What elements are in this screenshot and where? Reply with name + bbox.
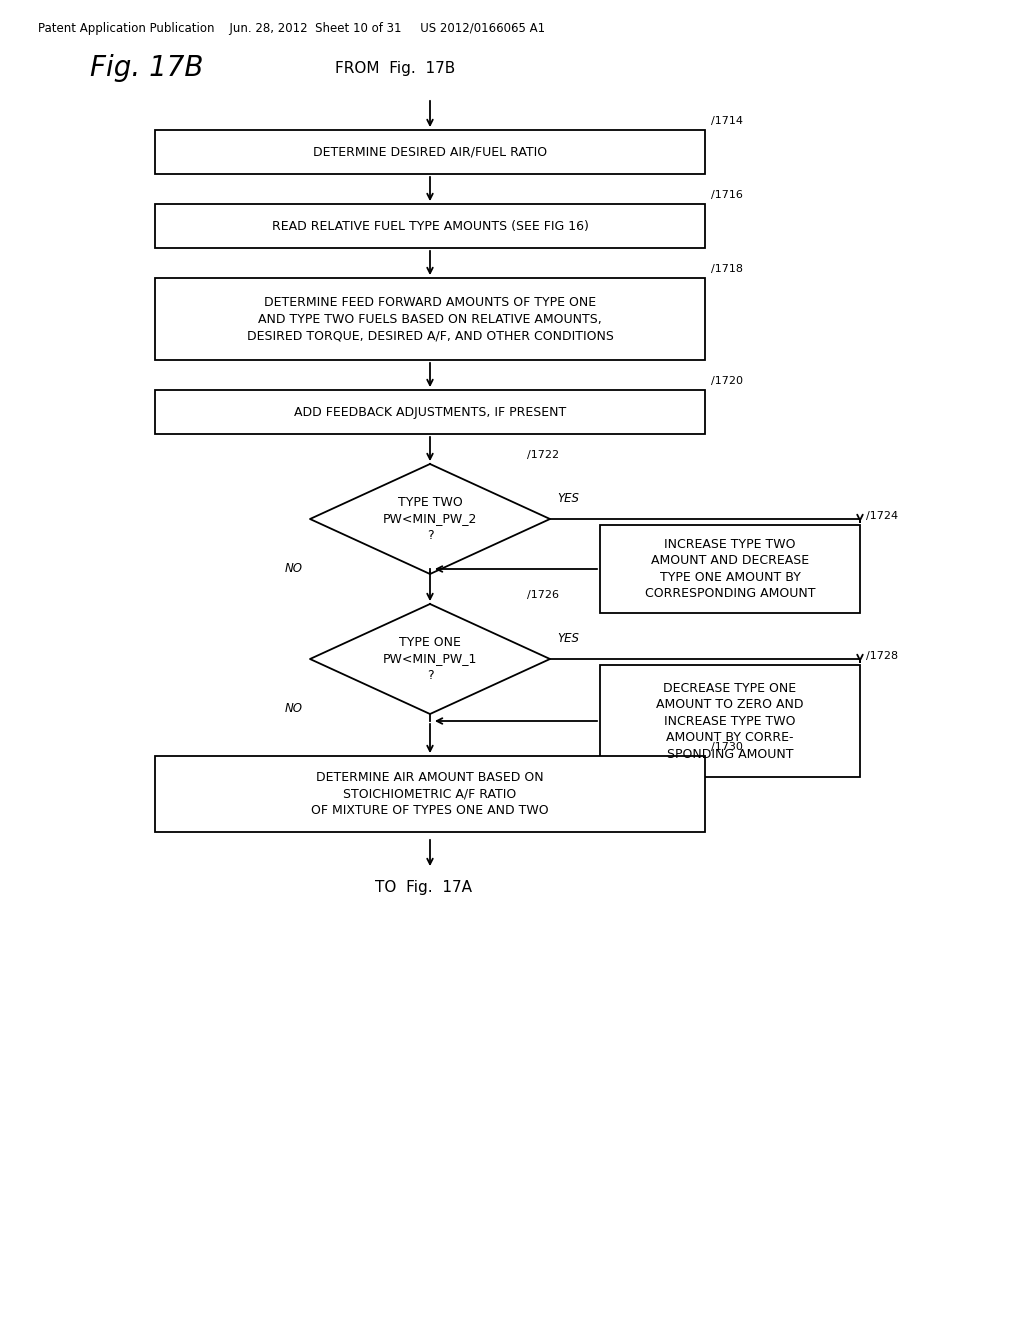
Bar bbox=[155, 756, 705, 832]
Text: FROM  Fig.  17B: FROM Fig. 17B bbox=[335, 61, 456, 75]
Text: TYPE TWO
PW<MIN_PW_2
?: TYPE TWO PW<MIN_PW_2 ? bbox=[383, 496, 477, 543]
Text: ∕1728: ∕1728 bbox=[866, 651, 898, 661]
Text: DECREASE TYPE ONE
AMOUNT TO ZERO AND
INCREASE TYPE TWO
AMOUNT BY CORRE-
SPONDING: DECREASE TYPE ONE AMOUNT TO ZERO AND INC… bbox=[656, 681, 804, 760]
Text: Patent Application Publication    Jun. 28, 2012  Sheet 10 of 31     US 2012/0166: Patent Application Publication Jun. 28, … bbox=[38, 22, 545, 36]
Text: YES: YES bbox=[557, 632, 579, 645]
Bar bbox=[600, 525, 860, 612]
Text: ∕1724: ∕1724 bbox=[866, 511, 898, 521]
Bar bbox=[600, 665, 860, 777]
Bar bbox=[155, 205, 705, 248]
Bar bbox=[155, 279, 705, 360]
Text: DETERMINE FEED FORWARD AMOUNTS OF TYPE ONE
AND TYPE TWO FUELS BASED ON RELATIVE : DETERMINE FEED FORWARD AMOUNTS OF TYPE O… bbox=[247, 296, 613, 342]
Text: NO: NO bbox=[285, 702, 303, 715]
Polygon shape bbox=[310, 465, 550, 574]
Text: DETERMINE DESIRED AIR/FUEL RATIO: DETERMINE DESIRED AIR/FUEL RATIO bbox=[313, 145, 547, 158]
Text: Fig. 17B: Fig. 17B bbox=[90, 54, 204, 82]
Text: TYPE ONE
PW<MIN_PW_1
?: TYPE ONE PW<MIN_PW_1 ? bbox=[383, 636, 477, 682]
Bar bbox=[155, 129, 705, 174]
Polygon shape bbox=[310, 605, 550, 714]
Text: ∕1720: ∕1720 bbox=[711, 376, 743, 385]
Text: ∕1718: ∕1718 bbox=[711, 264, 743, 275]
Text: READ RELATIVE FUEL TYPE AMOUNTS (SEE FIG 16): READ RELATIVE FUEL TYPE AMOUNTS (SEE FIG… bbox=[271, 219, 589, 232]
Text: DETERMINE AIR AMOUNT BASED ON
STOICHIOMETRIC A/F RATIO
OF MIXTURE OF TYPES ONE A: DETERMINE AIR AMOUNT BASED ON STOICHIOME… bbox=[311, 771, 549, 817]
Bar bbox=[155, 389, 705, 434]
Text: ∕1716: ∕1716 bbox=[711, 190, 742, 201]
Text: YES: YES bbox=[557, 492, 579, 506]
Text: INCREASE TYPE TWO
AMOUNT AND DECREASE
TYPE ONE AMOUNT BY
CORRESPONDING AMOUNT: INCREASE TYPE TWO AMOUNT AND DECREASE TY… bbox=[645, 537, 815, 601]
Text: NO: NO bbox=[285, 562, 303, 576]
Text: ∕1714: ∕1714 bbox=[711, 116, 743, 125]
Text: ADD FEEDBACK ADJUSTMENTS, IF PRESENT: ADD FEEDBACK ADJUSTMENTS, IF PRESENT bbox=[294, 405, 566, 418]
Text: TO  Fig.  17A: TO Fig. 17A bbox=[375, 879, 472, 895]
Text: ∕1726: ∕1726 bbox=[527, 590, 559, 601]
Text: ∕1722: ∕1722 bbox=[527, 450, 559, 459]
Text: ∕1730: ∕1730 bbox=[711, 742, 742, 752]
